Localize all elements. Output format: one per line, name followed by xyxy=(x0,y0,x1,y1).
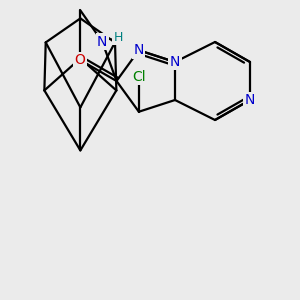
Text: N: N xyxy=(170,55,180,69)
Text: H: H xyxy=(113,31,123,44)
Text: O: O xyxy=(75,53,86,67)
Text: N: N xyxy=(97,34,107,49)
Text: Cl: Cl xyxy=(132,70,146,84)
Text: N: N xyxy=(134,43,144,57)
Text: N: N xyxy=(245,93,255,107)
